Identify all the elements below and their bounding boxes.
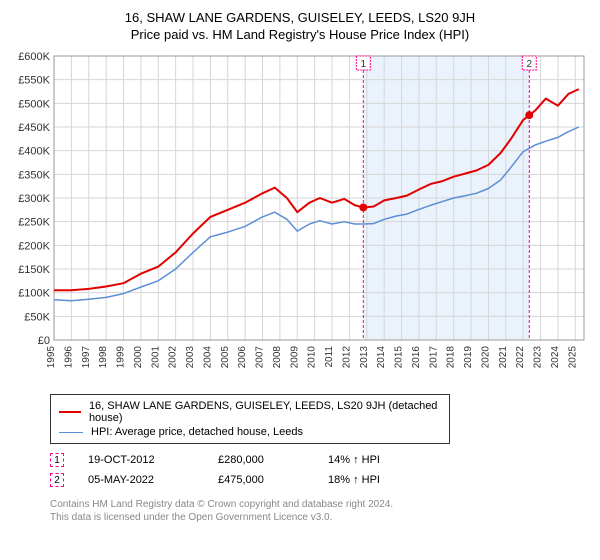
legend-swatch xyxy=(59,432,83,433)
svg-text:2005: 2005 xyxy=(220,346,231,369)
svg-text:2015: 2015 xyxy=(394,346,405,369)
svg-text:2019: 2019 xyxy=(463,346,474,369)
legend-label: 16, SHAW LANE GARDENS, GUISELEY, LEEDS, … xyxy=(89,400,441,424)
svg-text:1999: 1999 xyxy=(116,346,127,369)
chart-title-address: 16, SHAW LANE GARDENS, GUISELEY, LEEDS, … xyxy=(10,10,590,25)
svg-text:2001: 2001 xyxy=(150,346,161,369)
sales-marker-box: 1 xyxy=(50,453,64,467)
sales-hpi: 14% ↑ HPI xyxy=(328,454,428,466)
svg-text:£450K: £450K xyxy=(18,122,50,134)
svg-text:2011: 2011 xyxy=(324,346,335,368)
footnote-line1: Contains HM Land Registry data © Crown c… xyxy=(50,498,590,511)
sales-price: £280,000 xyxy=(218,454,328,466)
legend-swatch xyxy=(59,411,81,413)
svg-text:£100K: £100K xyxy=(18,288,50,300)
svg-text:2000: 2000 xyxy=(133,346,144,369)
legend-label: HPI: Average price, detached house, Leed… xyxy=(91,426,303,438)
svg-text:2003: 2003 xyxy=(185,346,196,369)
footnote-line2: This data is licensed under the Open Gov… xyxy=(50,511,590,524)
svg-text:2023: 2023 xyxy=(533,346,544,369)
sales-table: 1 19-OCT-2012£280,00014% ↑ HPI 2 05-MAY-202… xyxy=(50,450,590,490)
footnote: Contains HM Land Registry data © Crown c… xyxy=(50,498,590,524)
sales-price: £475,000 xyxy=(218,474,328,486)
legend-row: 16, SHAW LANE GARDENS, GUISELEY, LEEDS, … xyxy=(59,399,441,425)
svg-text:£400K: £400K xyxy=(18,146,50,158)
svg-text:2012: 2012 xyxy=(341,346,352,369)
svg-text:£600K: £600K xyxy=(18,51,50,63)
svg-text:2017: 2017 xyxy=(428,346,439,369)
svg-text:£0: £0 xyxy=(38,335,50,347)
chart-container: 16, SHAW LANE GARDENS, GUISELEY, LEEDS, … xyxy=(0,0,600,560)
svg-text:2004: 2004 xyxy=(202,346,213,369)
svg-text:£250K: £250K xyxy=(18,217,50,229)
svg-text:2006: 2006 xyxy=(237,346,248,369)
sales-row: 1 19-OCT-2012£280,00014% ↑ HPI xyxy=(50,450,590,470)
svg-text:1: 1 xyxy=(361,59,367,70)
sales-row: 2 05-MAY-2022£475,00018% ↑ HPI xyxy=(50,470,590,490)
svg-text:2016: 2016 xyxy=(411,346,422,369)
line-chart-svg: £0 £50K £100K £150K £200K £250K £300K £350K £400… xyxy=(10,48,590,388)
sales-marker-box: 2 xyxy=(50,473,64,487)
sales-date: 05-MAY-2022 xyxy=(88,474,218,486)
svg-text:2020: 2020 xyxy=(480,346,491,369)
svg-text:2009: 2009 xyxy=(289,346,300,369)
sales-hpi: 18% ↑ HPI xyxy=(328,474,428,486)
svg-text:£200K: £200K xyxy=(18,240,50,252)
svg-text:1997: 1997 xyxy=(81,346,92,369)
chart-plot-area: £0 £50K £100K £150K £200K £250K £300K £350K £400… xyxy=(10,48,590,388)
svg-text:2: 2 xyxy=(526,59,532,70)
svg-text:2002: 2002 xyxy=(168,346,179,369)
svg-text:£350K: £350K xyxy=(18,169,50,181)
svg-text:£300K: £300K xyxy=(18,193,50,205)
svg-text:2008: 2008 xyxy=(272,346,283,369)
svg-text:2010: 2010 xyxy=(307,346,318,369)
legend-row: HPI: Average price, detached house, Leed… xyxy=(59,425,441,439)
svg-text:1998: 1998 xyxy=(98,346,109,369)
svg-text:2025: 2025 xyxy=(567,346,578,369)
svg-text:2021: 2021 xyxy=(498,346,509,369)
svg-text:2022: 2022 xyxy=(515,346,526,369)
svg-text:2007: 2007 xyxy=(255,346,266,369)
sales-date: 19-OCT-2012 xyxy=(88,454,218,466)
svg-text:2018: 2018 xyxy=(446,346,457,369)
svg-text:1996: 1996 xyxy=(63,346,74,369)
svg-text:£50K: £50K xyxy=(24,311,50,323)
svg-text:2013: 2013 xyxy=(359,346,370,369)
legend: 16, SHAW LANE GARDENS, GUISELEY, LEEDS, … xyxy=(50,394,450,444)
svg-text:2014: 2014 xyxy=(376,346,387,369)
svg-text:£550K: £550K xyxy=(18,75,50,87)
svg-text:£150K: £150K xyxy=(18,264,50,276)
chart-title-subtitle: Price paid vs. HM Land Registry's House … xyxy=(10,27,590,42)
svg-text:£500K: £500K xyxy=(18,98,50,110)
svg-text:1995: 1995 xyxy=(46,346,57,369)
svg-text:2024: 2024 xyxy=(550,346,561,369)
